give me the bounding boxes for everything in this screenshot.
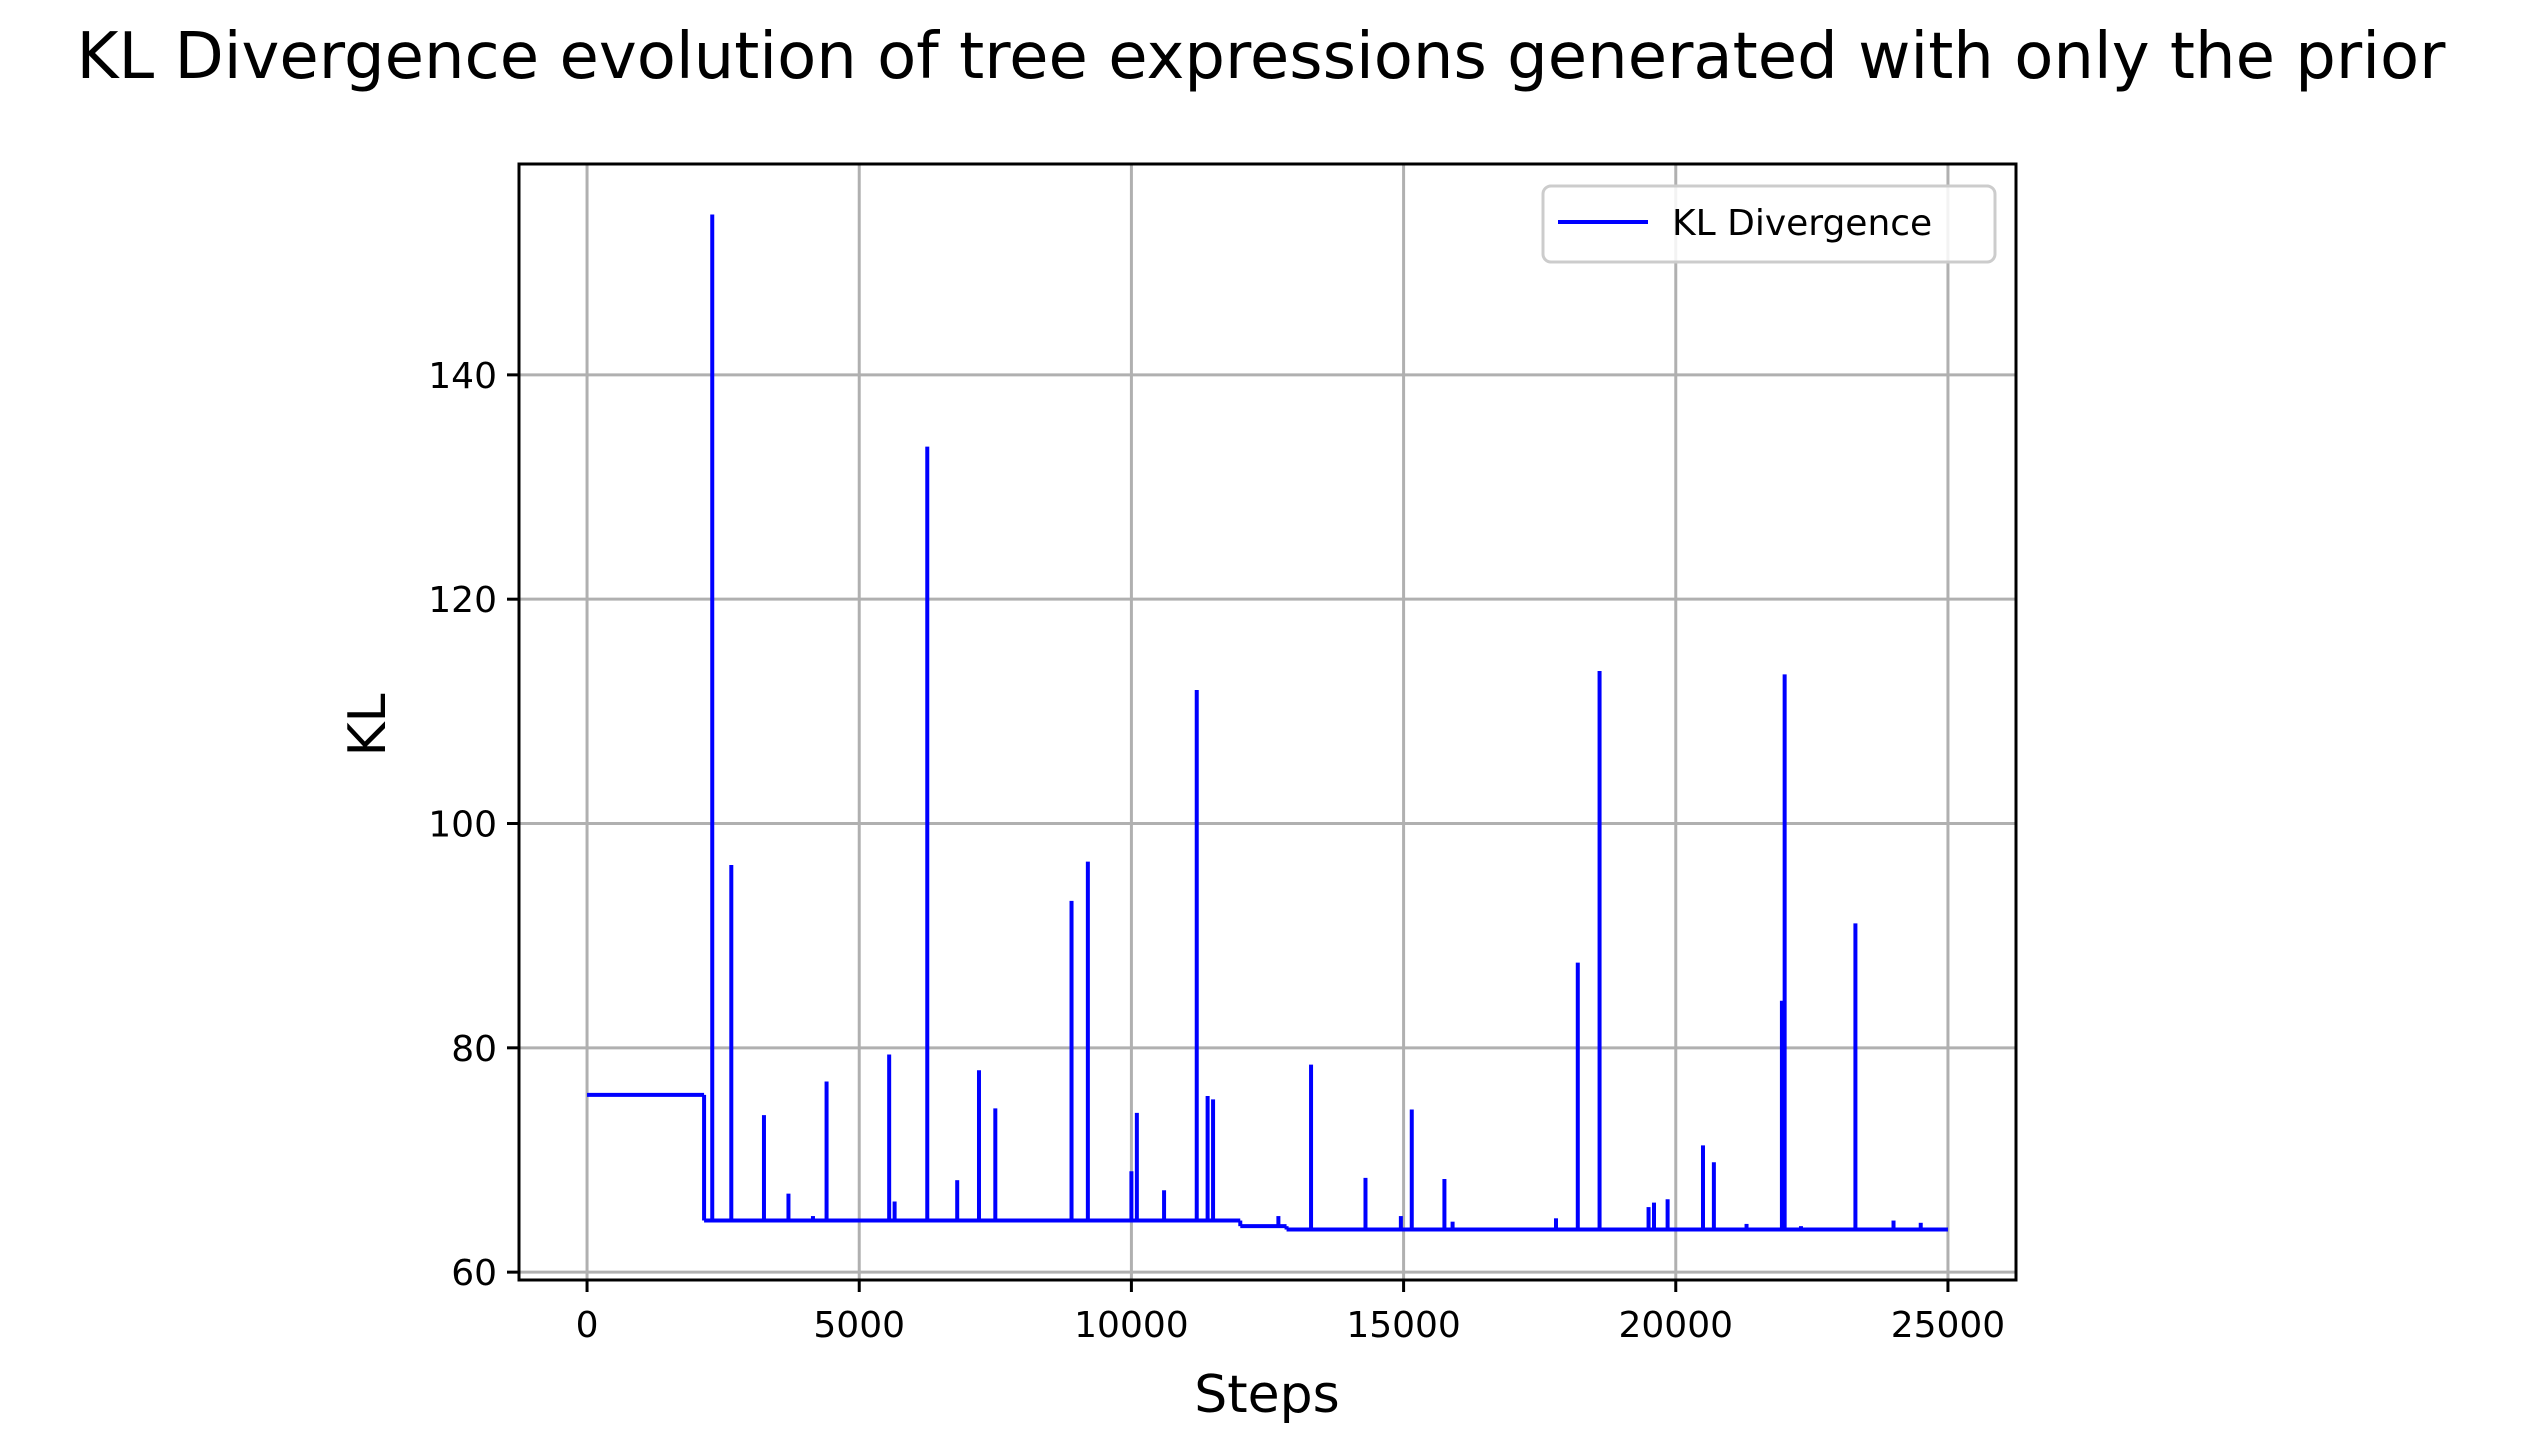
y-tick-label: 100 [428,805,497,846]
y-tick-label: 60 [451,1253,497,1294]
legend-label: KL Divergence [1672,203,1932,244]
plot-line [587,214,1948,1232]
x-tick-label: 0 [576,1305,599,1346]
plot-frame [517,162,2018,1282]
x-axis-label: Steps [1194,1365,1340,1425]
y-tick-label: 140 [428,356,497,397]
y-axis-label: KL [338,693,398,756]
x-tick-label: 5000 [813,1305,905,1346]
x-tick-label: 25000 [1891,1305,2006,1346]
x-tick-label: 10000 [1074,1305,1189,1346]
x-tick-label: 15000 [1346,1305,1461,1346]
y-tick-label: 120 [428,580,497,621]
y-axis: 60 80 100 120 140 [428,356,519,1294]
legend-box [1541,184,1997,264]
chart-title: KL Divergence evolution of tree expressi… [77,20,2447,94]
legend: KL Divergence [1541,184,1997,264]
grid [519,164,2016,1280]
x-axis: 0 5000 10000 15000 20000 25000 [576,1280,2006,1346]
x-tick-label: 20000 [1619,1305,1734,1346]
y-tick-label: 80 [451,1029,497,1070]
